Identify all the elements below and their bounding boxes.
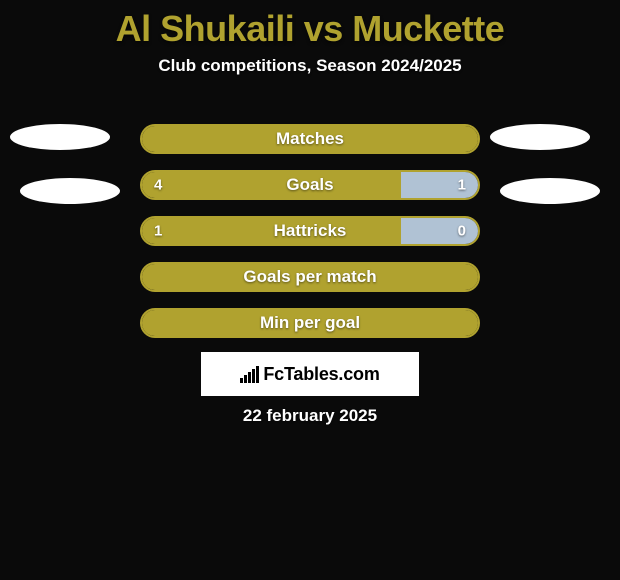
bars-icon (240, 365, 259, 383)
bar-fill-left (142, 310, 478, 336)
bar-fill-left (142, 264, 478, 290)
stat-row: Hattricks10 (0, 208, 620, 254)
decor-oval (500, 178, 600, 204)
bar-fill-left (142, 172, 401, 198)
stat-bar: Hattricks10 (140, 216, 480, 246)
stat-row: Min per goal (0, 300, 620, 346)
decor-oval (490, 124, 590, 150)
brand-badge: FcTables.com (201, 352, 419, 396)
stat-bar: Min per goal (140, 308, 480, 338)
stat-row: Goals per match (0, 254, 620, 300)
comparison-card: Al Shukaili vs Muckette Club competition… (0, 0, 620, 580)
stat-rows: Matches Goals41 Hattricks10 Goals per match… (0, 116, 620, 346)
stat-bar: Goals41 (140, 170, 480, 200)
decor-oval (10, 124, 110, 150)
brand-text: FcTables.com (263, 364, 379, 385)
bar-fill-left (142, 218, 401, 244)
bar-fill-right (401, 218, 478, 244)
stat-bar: Goals per match (140, 262, 480, 292)
subtitle: Club competitions, Season 2024/2025 (0, 56, 620, 76)
decor-oval (20, 178, 120, 204)
bar-fill-left (142, 126, 478, 152)
date-text: 22 february 2025 (0, 406, 620, 426)
page-title: Al Shukaili vs Muckette (0, 0, 620, 50)
stat-bar: Matches (140, 124, 480, 154)
bar-fill-right (401, 172, 478, 198)
